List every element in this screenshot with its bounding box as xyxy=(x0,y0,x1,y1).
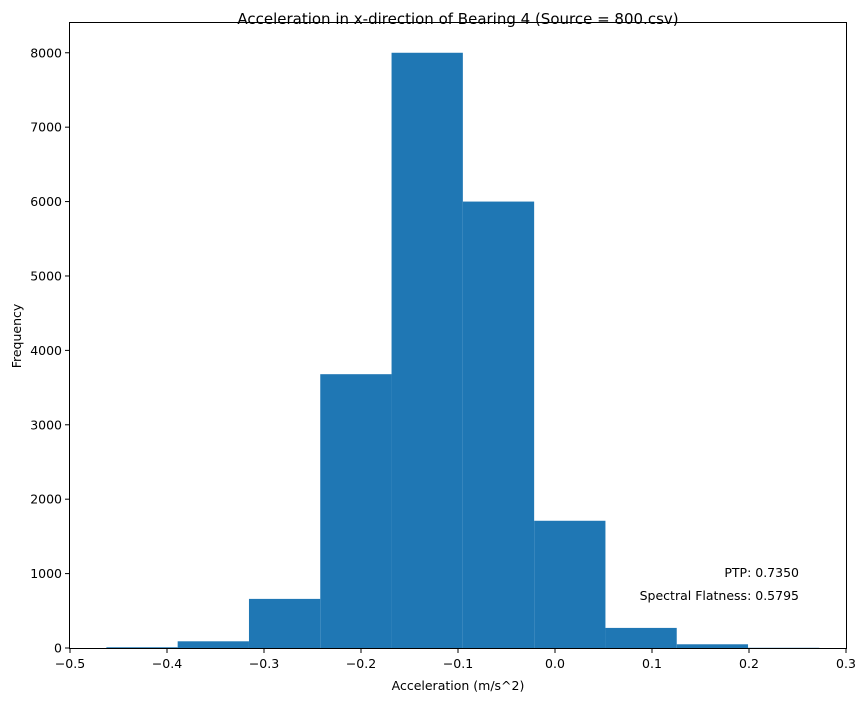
x-tick-label: −0.3 xyxy=(249,656,279,671)
y-tick-label: 4000 xyxy=(30,343,62,358)
y-tick-label: 2000 xyxy=(30,492,62,507)
ptp-annotation: PTP: 0.7350 xyxy=(724,565,799,580)
y-axis-label: Frequency xyxy=(9,303,24,368)
x-axis-label: Acceleration (m/s^2) xyxy=(392,678,525,693)
histogram-bar-8 xyxy=(676,644,749,648)
y-tick-label: 7000 xyxy=(30,120,62,135)
x-tick-label: 0.3 xyxy=(836,656,856,671)
y-axis: 0 1000 2000 3000 4000 5000 6000 7000 8000 xyxy=(30,45,70,656)
x-tick-label: 0.1 xyxy=(642,656,662,671)
x-tick-label: −0.4 xyxy=(152,656,182,671)
histogram-bar-3 xyxy=(320,374,392,648)
x-tick-label: 0.0 xyxy=(545,656,565,671)
histogram-bar-2 xyxy=(248,598,321,648)
x-tick-label: −0.5 xyxy=(55,656,85,671)
x-tick-label: 0.2 xyxy=(739,656,759,671)
histogram-bar-0 xyxy=(106,647,178,648)
spectral-flatness-annotation: Spectral Flatness: 0.5795 xyxy=(640,588,799,603)
y-tick-label: 3000 xyxy=(30,417,62,432)
histogram-bar-7 xyxy=(605,627,677,648)
histogram-bar-1 xyxy=(177,641,249,648)
chart-title: Acceleration in x-direction of Bearing 4… xyxy=(237,10,678,28)
x-tick-label: −0.2 xyxy=(346,656,376,671)
histogram-bar-4 xyxy=(391,52,463,649)
y-tick-label: 0 xyxy=(54,641,62,656)
x-tick-label: −0.1 xyxy=(443,656,473,671)
x-axis: −0.5 −0.4 −0.3 −0.2 −0.1 0.0 0.1 0.2 0.3 xyxy=(55,648,856,671)
y-tick-label: 8000 xyxy=(30,45,62,60)
histogram-bar-5 xyxy=(462,201,535,649)
histogram-bar-6 xyxy=(534,520,606,648)
bars-group xyxy=(106,52,820,649)
y-tick-label: 5000 xyxy=(30,268,62,283)
y-tick-label: 6000 xyxy=(30,194,62,209)
y-tick-label: 1000 xyxy=(30,566,62,581)
